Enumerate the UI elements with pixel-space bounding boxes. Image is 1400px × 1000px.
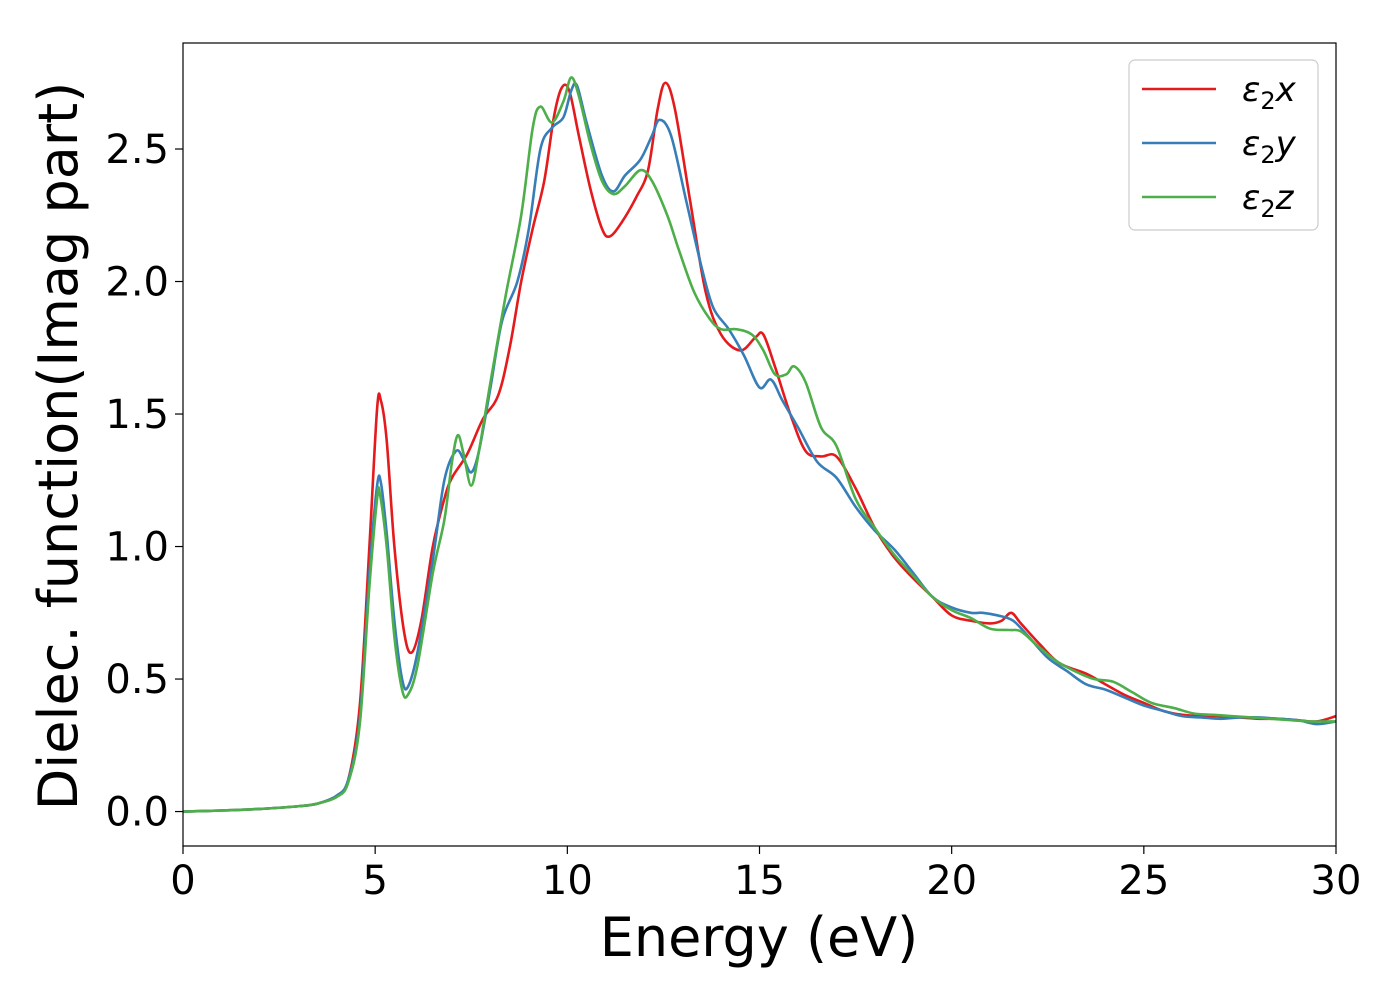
x-tick-label: 10: [542, 858, 593, 904]
x-tick-label: 20: [926, 858, 977, 904]
x-axis: 0 5 10 15 20 25 30: [170, 846, 1361, 904]
y-tick-label: 2.5: [105, 127, 169, 173]
y-tick-label: 0.5: [105, 657, 169, 703]
legend-label-eps2y: ε2y: [1242, 124, 1297, 169]
x-tick-label: 15: [734, 858, 785, 904]
legend: ε2x ε2y ε2z: [1128, 59, 1319, 231]
series-group: [183, 76, 1336, 813]
x-tick-label: 0: [170, 858, 195, 904]
legend-label-eps2z: ε2z: [1242, 178, 1295, 223]
series-line-eps2z: [183, 76, 1336, 813]
y-axis: 0.0 0.5 1.0 1.5 2.0 2.5: [105, 127, 183, 836]
y-tick-label: 1.0: [105, 525, 169, 571]
y-axis-title: Dielec. function(Imag part): [27, 82, 90, 811]
y-tick-label: 0.0: [105, 790, 169, 836]
y-tick-label: 2.0: [105, 260, 169, 306]
series-line-eps2x: [183, 81, 1336, 813]
y-tick-label: 1.5: [105, 392, 169, 438]
legend-label-eps2x: ε2x: [1242, 70, 1297, 115]
x-tick-label: 25: [1118, 858, 1169, 904]
x-tick-label: 5: [362, 858, 387, 904]
series-line-eps2y: [183, 81, 1336, 813]
x-tick-label: 30: [1311, 858, 1362, 904]
legend-box: [1128, 59, 1319, 231]
x-axis-title: Energy (eV): [600, 906, 919, 969]
